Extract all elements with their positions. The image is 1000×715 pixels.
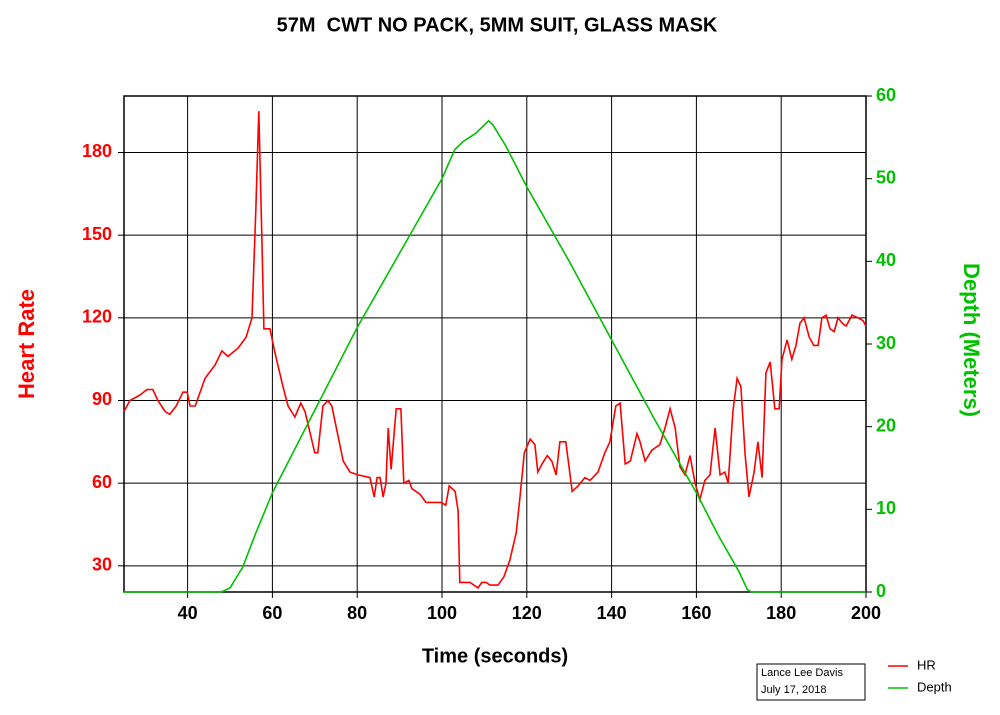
credit-box xyxy=(756,663,866,701)
plot-frame xyxy=(123,95,867,593)
x-tick-label: 100 xyxy=(427,603,457,623)
y2-tick-label: 50 xyxy=(876,167,896,187)
y2-tick-label: 10 xyxy=(876,498,896,518)
legend-label: HR xyxy=(917,657,936,672)
series-line xyxy=(123,111,867,589)
y-tick-label: 120 xyxy=(82,307,112,327)
y-axis-label: Heart Rate xyxy=(14,289,39,399)
y-tick-label: 180 xyxy=(82,141,112,161)
x-tick-label: 60 xyxy=(262,603,282,623)
chart-title: 57M CWT NO PACK, 5MM SUIT, GLASS MASK xyxy=(277,14,718,36)
y2-tick-label: 60 xyxy=(876,85,896,105)
x-tick-label: 120 xyxy=(512,603,542,623)
series-line xyxy=(124,119,866,593)
y2-axis-label: Depth (Meters) xyxy=(959,263,984,417)
x-tick-label: 80 xyxy=(347,603,367,623)
y-tick-label: 150 xyxy=(82,224,112,244)
x-tick-label: 140 xyxy=(597,603,627,623)
y-tick-label: 60 xyxy=(92,472,112,492)
legend-label: Depth xyxy=(917,679,952,694)
x-tick-label: 160 xyxy=(681,603,711,623)
y2-tick-label: 40 xyxy=(876,250,896,270)
credit-date: July 17, 2018 xyxy=(761,684,826,696)
x-axis-label: Time (seconds) xyxy=(422,645,568,667)
x-tick-label: 200 xyxy=(851,603,881,623)
x-tick-label: 40 xyxy=(178,603,198,623)
credit-name: Lance Lee Davis xyxy=(761,667,843,679)
x-tick-label: 180 xyxy=(766,603,796,623)
y2-tick-label: 20 xyxy=(876,415,896,435)
y2-tick-label: 0 xyxy=(876,581,886,601)
y2-tick-label: 30 xyxy=(876,333,896,353)
y-tick-label: 30 xyxy=(92,555,112,575)
y-tick-label: 90 xyxy=(92,389,112,409)
